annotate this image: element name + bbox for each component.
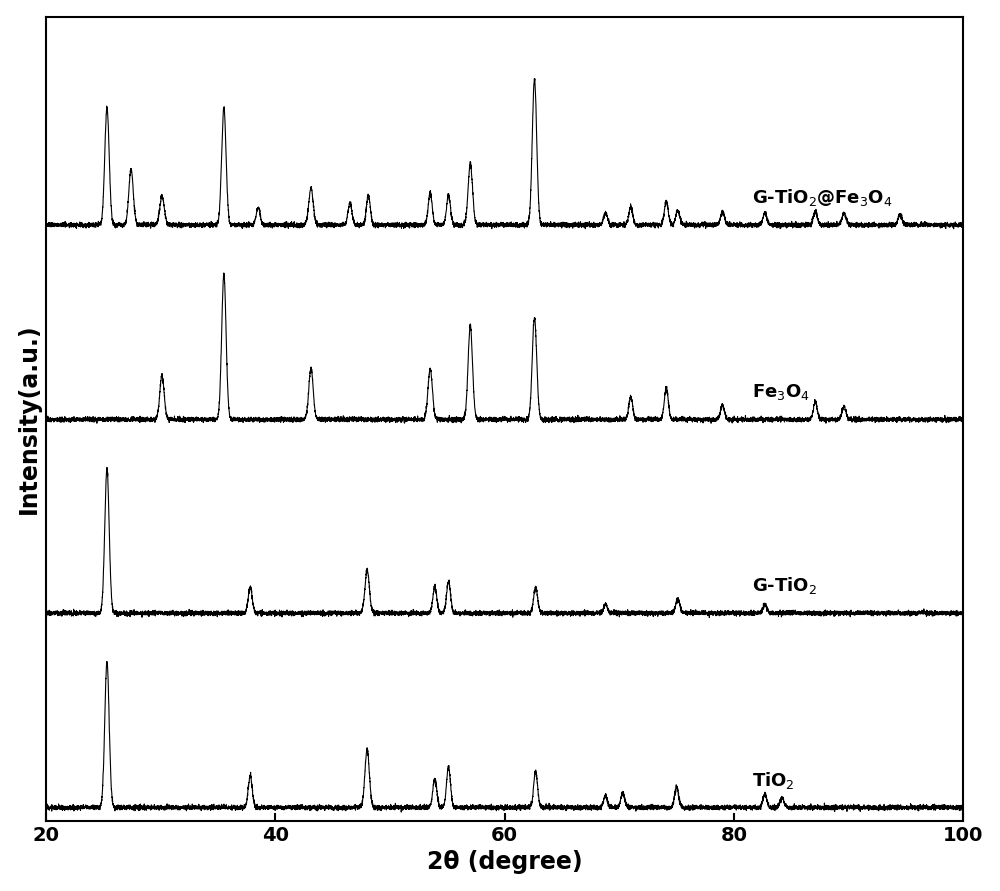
Y-axis label: Intensity(a.u.): Intensity(a.u.) bbox=[17, 323, 41, 514]
X-axis label: 2θ (degree): 2θ (degree) bbox=[427, 850, 582, 874]
Text: Fe$_3$O$_4$: Fe$_3$O$_4$ bbox=[752, 382, 810, 402]
Text: G-TiO$_2$: G-TiO$_2$ bbox=[752, 576, 817, 596]
Text: TiO$_2$: TiO$_2$ bbox=[752, 770, 795, 791]
Text: G-TiO$_2$@Fe$_3$O$_4$: G-TiO$_2$@Fe$_3$O$_4$ bbox=[752, 186, 893, 208]
